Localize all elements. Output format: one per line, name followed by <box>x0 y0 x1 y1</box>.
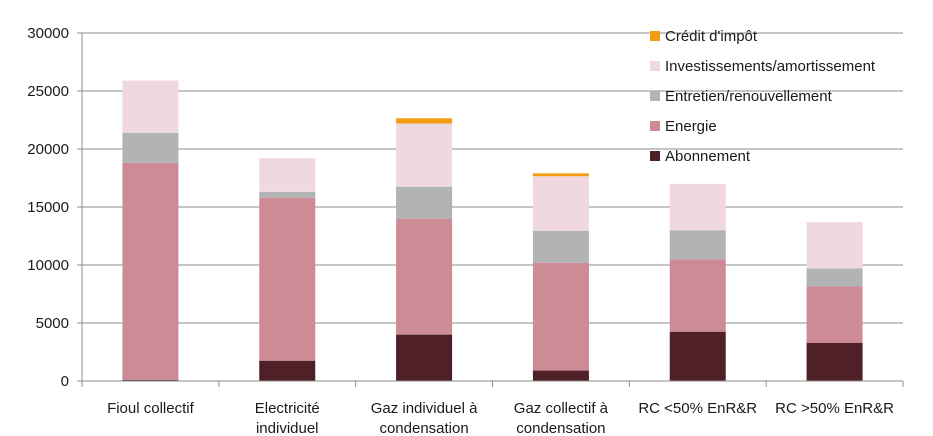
bar-segment <box>122 132 179 163</box>
gridlines <box>82 32 903 324</box>
bar-segment <box>532 230 589 263</box>
bar-segment <box>669 259 726 332</box>
y-tick-label: 5000 <box>36 315 69 332</box>
x-tick-label: RC <50% EnR&R <box>638 400 757 417</box>
bar-segment <box>259 191 316 198</box>
legend-swatch <box>650 31 660 41</box>
bar-segment <box>259 197 316 361</box>
legend-swatch <box>650 91 660 101</box>
bar-segment <box>806 342 863 381</box>
x-tick-label: individuel <box>256 420 319 436</box>
bar-segment <box>806 222 863 269</box>
bar-segment <box>259 158 316 192</box>
x-tick-label: Fioul collectif <box>107 400 195 417</box>
x-axis-ticks: Fioul collectif Electricité individuel Gaz … <box>107 400 894 436</box>
y-tick-label: 25000 <box>27 83 69 100</box>
bar-segment <box>122 162 179 380</box>
x-tick-label: Gaz individuel à <box>371 400 478 417</box>
bar-segment <box>396 334 453 381</box>
bar-segment <box>532 262 589 371</box>
legend-swatch <box>650 151 660 161</box>
bar-segment <box>396 218 453 335</box>
y-tick-label: 30000 <box>27 25 69 42</box>
bars <box>122 80 863 381</box>
bar-segment <box>669 331 726 381</box>
bar-segment <box>396 186 453 219</box>
y-tick-label: 10000 <box>27 257 69 274</box>
x-tick-label: condensation <box>379 420 468 436</box>
bar-segment <box>532 370 589 381</box>
legend-label: Crédit d'impôt <box>665 28 758 45</box>
bar-segment <box>396 123 453 187</box>
legend: Crédit d'impôt Investissements/amortissem… <box>650 28 876 165</box>
bar-segment <box>669 183 726 231</box>
legend-swatch <box>650 61 660 71</box>
legend-label: Abonnement <box>665 148 751 165</box>
y-axis-ticks: 0 5000 10000 15000 20000 25000 30000 <box>27 25 69 390</box>
legend-label: Investissements/amortissement <box>665 58 876 75</box>
y-tick-label: 20000 <box>27 141 69 158</box>
bar-segment <box>532 173 589 177</box>
bar-segment <box>259 360 316 381</box>
bar-segment <box>532 176 589 231</box>
x-tick-label: Electricité <box>255 400 320 417</box>
bar-segment <box>806 268 863 287</box>
legend-label: Energie <box>665 118 717 135</box>
x-tick-label: RC >50% EnR&R <box>775 400 894 417</box>
x-tick-label: Gaz collectif à <box>514 400 609 417</box>
x-tick-label: condensation <box>516 420 605 436</box>
y-tick-label: 0 <box>61 373 69 390</box>
bar-segment <box>806 286 863 343</box>
bar-segment <box>122 80 179 133</box>
bar-segment <box>396 118 453 124</box>
y-tick-label: 15000 <box>27 199 69 216</box>
bar-segment <box>122 379 179 381</box>
axes <box>77 32 904 387</box>
bar-segment <box>669 230 726 260</box>
legend-label: Entretien/renouvellement <box>665 88 833 105</box>
legend-swatch <box>650 121 660 131</box>
